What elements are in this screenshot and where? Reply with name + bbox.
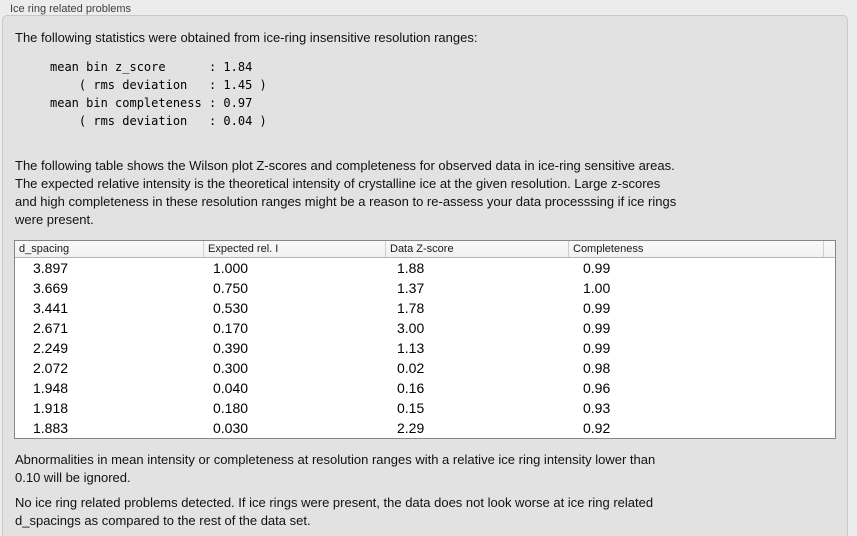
table-cell: 2.249 [33, 340, 69, 356]
table-cell: 3.897 [33, 260, 69, 276]
table-cell: 0.750 [213, 280, 249, 296]
stats-block: mean bin z_score : 1.84 ( rms deviation … [50, 60, 267, 128]
table-row[interactable]: 3.897 1.000 1.88 0.99 [15, 258, 835, 278]
table-cell: 1.918 [33, 400, 69, 416]
table-row[interactable]: 1.918 0.180 0.15 0.93 [15, 398, 835, 418]
table-cell: 0.300 [213, 360, 249, 376]
table-cell: 1.88 [397, 260, 425, 276]
table-row[interactable]: 1.883 0.030 2.29 0.92 [15, 418, 835, 438]
conclusion-text: No ice ring related problems detected. I… [15, 495, 654, 528]
ice-ring-panel: The following statistics were obtained f… [2, 15, 848, 536]
ice-ring-table[interactable]: d_spacing Expected rel. I Data Z-score C… [14, 240, 836, 439]
table-row[interactable]: 2.671 0.170 3.00 0.99 [15, 318, 835, 338]
table-cell: 1.13 [397, 340, 425, 356]
table-cell: 0.170 [213, 320, 249, 336]
table-cell: 0.390 [213, 340, 249, 356]
table-cell: 0.030 [213, 420, 249, 436]
table-cell: 2.671 [33, 320, 69, 336]
table-header-row: d_spacing Expected rel. I Data Z-score C… [15, 241, 835, 258]
column-header-expected-rel-i[interactable]: Expected rel. I [204, 241, 386, 257]
note-ignore-text: Abnormalities in mean intensity or compl… [15, 452, 656, 485]
table-cell: 3.00 [397, 320, 425, 336]
table-cell: 0.16 [397, 380, 425, 396]
table-row[interactable]: 1.948 0.040 0.16 0.96 [15, 378, 835, 398]
table-cell: 0.99 [583, 340, 611, 356]
table-cell: 1.000 [213, 260, 249, 276]
table-cell: 0.530 [213, 300, 249, 316]
table-cell: 2.29 [397, 420, 425, 436]
table-cell: 3.669 [33, 280, 69, 296]
table-cell: 0.93 [583, 400, 611, 416]
panel-title: Ice ring related problems [10, 3, 132, 15]
table-cell: 0.96 [583, 380, 611, 396]
table-row[interactable]: 3.441 0.530 1.78 0.99 [15, 298, 835, 318]
column-header-d-spacing[interactable]: d_spacing [15, 241, 204, 257]
table-header-filler-cell [824, 241, 835, 257]
table-cell: 0.02 [397, 360, 425, 376]
table-row[interactable]: 2.072 0.300 0.02 0.98 [15, 358, 835, 378]
table-row[interactable]: 3.669 0.750 1.37 1.00 [15, 278, 835, 298]
table-cell: 3.441 [33, 300, 69, 316]
table-cell: 0.040 [213, 380, 249, 396]
column-header-completeness[interactable]: Completeness [569, 241, 824, 257]
table-cell: 0.92 [583, 420, 611, 436]
table-cell: 1.37 [397, 280, 425, 296]
table-cell: 1.00 [583, 280, 611, 296]
table-description: The following table shows the Wilson plo… [15, 158, 677, 227]
column-header-data-z-score[interactable]: Data Z-score [386, 241, 569, 257]
table-cell: 0.99 [583, 320, 611, 336]
table-cell: 0.99 [583, 300, 611, 316]
table-cell: 1.948 [33, 380, 69, 396]
table-cell: 0.98 [583, 360, 611, 376]
table-row[interactable]: 2.249 0.390 1.13 0.99 [15, 338, 835, 358]
table-cell: 1.78 [397, 300, 425, 316]
intro-text: The following statistics were obtained f… [15, 30, 478, 45]
table-cell: 0.99 [583, 260, 611, 276]
table-cell: 1.883 [33, 420, 69, 436]
table-cell: 2.072 [33, 360, 69, 376]
table-cell: 0.180 [213, 400, 249, 416]
table-cell: 0.15 [397, 400, 425, 416]
table-body: 3.897 1.000 1.88 0.99 3.669 0.750 1.37 1.00 3.44… [15, 258, 835, 438]
